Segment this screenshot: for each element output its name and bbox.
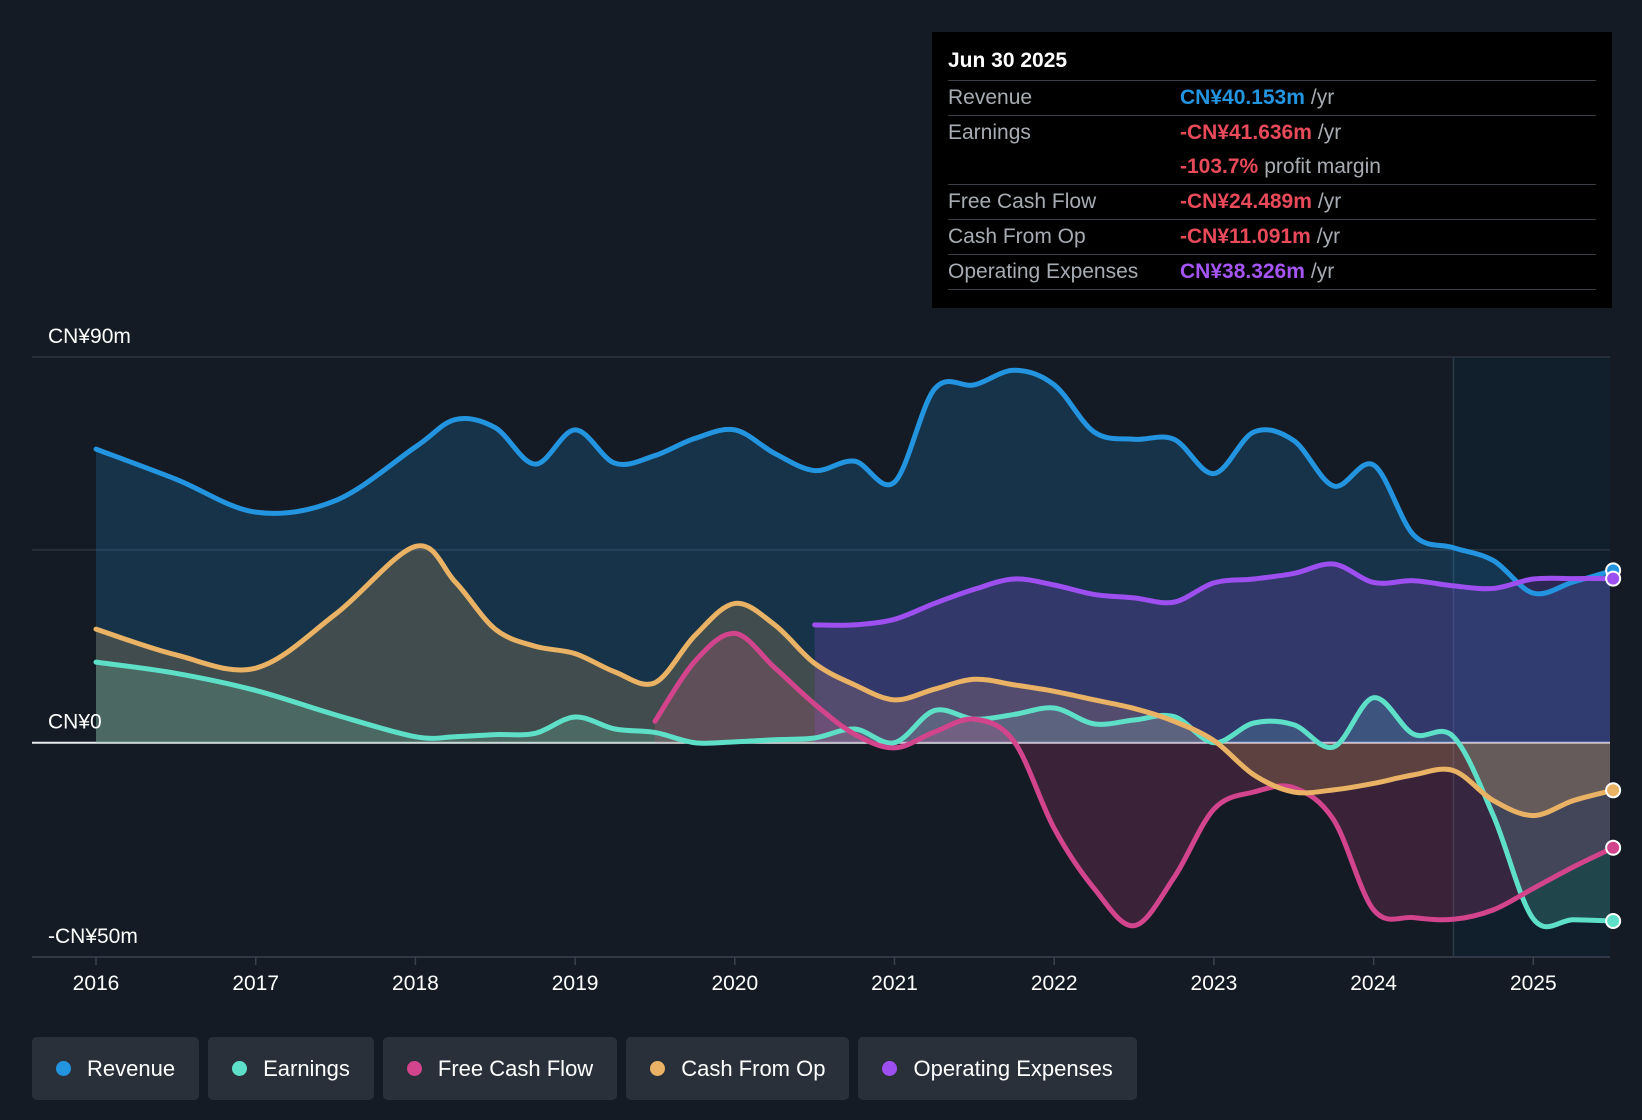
- cash-from-op-endpoint: [1605, 782, 1622, 799]
- forecast-region: [1453, 357, 1610, 957]
- tooltip-row-profit-margin: -103.7% profit margin: [948, 150, 1596, 185]
- legend-label: Operating Expenses: [913, 1055, 1113, 1081]
- tooltip-unit: /yr: [1316, 225, 1341, 248]
- legend-item-operating-expenses[interactable]: Operating Expenses: [858, 1037, 1137, 1100]
- tooltip-label: Earnings: [948, 121, 1031, 144]
- earnings-endpoint: [1605, 913, 1622, 929]
- tooltip-label: Cash From Op: [948, 225, 1086, 248]
- x-tick-label: 2024: [1350, 972, 1397, 995]
- free-cash-flow-endpoint: [1605, 839, 1622, 856]
- tooltip-label: [948, 150, 1180, 184]
- legend-dot-icon: [232, 1061, 248, 1076]
- earnings-line: [93, 659, 1616, 930]
- free-cash-flow-line: [652, 630, 1616, 929]
- tooltip-label: Revenue: [948, 86, 1033, 109]
- legend-dot-icon: [406, 1061, 422, 1076]
- legend-label: Revenue: [87, 1055, 176, 1081]
- tooltip-label: Free Cash Flow: [948, 190, 1097, 213]
- x-tick-label: 2025: [1510, 972, 1557, 995]
- legend-label: Earnings: [263, 1055, 350, 1081]
- tooltip-row-earnings: Earnings -CN¥41.636m /yr: [948, 116, 1596, 150]
- operating-expenses-area: [814, 563, 1610, 743]
- tooltip-value: -CN¥24.489m: [1180, 190, 1312, 213]
- legend-dot-icon: [882, 1061, 898, 1076]
- x-tick-label: 2019: [552, 972, 599, 995]
- x-tick-label: 2021: [871, 972, 918, 995]
- revenue-area: [96, 370, 1610, 743]
- legend-dot-icon: [56, 1061, 71, 1076]
- tooltip-value: -CN¥41.636m: [1180, 121, 1312, 144]
- tooltip-value: -103.7%: [1180, 155, 1259, 178]
- legend-item-cash-from-op[interactable]: Cash From Op: [626, 1037, 850, 1100]
- legend-item-earnings[interactable]: Earnings: [208, 1037, 374, 1100]
- tooltip-value: CN¥38.326m: [1180, 260, 1305, 283]
- series-lines: [93, 367, 1616, 930]
- y-tick-label: CN¥0: [48, 711, 102, 734]
- tooltip-row-cash-from-op: Cash From Op -CN¥11.091m /yr: [948, 220, 1596, 255]
- tooltip-panel: Jun 30 2025 Revenue CN¥40.153m /yr Earni…: [932, 32, 1612, 308]
- legend-label: Free Cash Flow: [437, 1055, 594, 1081]
- tooltip-unit: profit margin: [1264, 155, 1381, 178]
- series-areas: [96, 370, 1610, 927]
- x-tick-label: 2018: [392, 972, 439, 995]
- operating-expenses-endpoint: [1605, 570, 1622, 587]
- cash-from-op-line: [93, 543, 1616, 819]
- y-tick-label: CN¥90m: [48, 325, 131, 348]
- x-tick-label: 2017: [232, 972, 279, 995]
- legend-item-free-cash-flow[interactable]: Free Cash Flow: [382, 1037, 618, 1100]
- tooltip-label: Operating Expenses: [948, 260, 1139, 283]
- y-tick-label: -CN¥50m: [48, 925, 138, 948]
- free-cash-flow-area: [654, 633, 1610, 926]
- legend-item-revenue[interactable]: Revenue: [32, 1037, 200, 1100]
- tooltip-unit: /yr: [1317, 190, 1342, 213]
- chart-legend: Revenue Earnings Free Cash Flow Cash Fro…: [32, 1037, 1137, 1100]
- tooltip-value: CN¥40.153m: [1180, 86, 1305, 109]
- revenue-line: [93, 367, 1616, 597]
- gridlines: [32, 356, 1610, 958]
- cash-from-op-area: [96, 545, 1610, 816]
- tooltip-value: -CN¥11.091m: [1180, 225, 1311, 248]
- x-tick-label: 2022: [1031, 972, 1078, 995]
- series-endpoints: [1605, 562, 1622, 929]
- tooltip-unit: /yr: [1310, 260, 1335, 283]
- legend-label: Cash From Op: [681, 1055, 826, 1081]
- tooltip-date: Jun 30 2025: [948, 46, 1596, 81]
- tooltip-unit: /yr: [1310, 86, 1335, 109]
- tooltip-row-operating-expenses: Operating Expenses CN¥38.326m /yr: [948, 255, 1596, 290]
- legend-dot-icon: [650, 1061, 666, 1076]
- tooltip-row-free-cash-flow: Free Cash Flow -CN¥24.489m /yr: [948, 185, 1596, 220]
- tooltip-row-revenue: Revenue CN¥40.153m /yr: [948, 81, 1596, 116]
- tooltip-unit: /yr: [1317, 121, 1342, 144]
- x-tick-label: 2020: [711, 972, 758, 995]
- x-tick-label: 2016: [73, 972, 120, 995]
- operating-expenses-line: [812, 561, 1616, 628]
- x-axis-labels: 2016 2017 2018 2019 2020 2021 2022 2023 2024 2025: [73, 957, 1557, 995]
- x-tick-label: 2023: [1191, 972, 1238, 995]
- y-axis-labels: CN¥90m CN¥0 -CN¥50m: [48, 325, 138, 948]
